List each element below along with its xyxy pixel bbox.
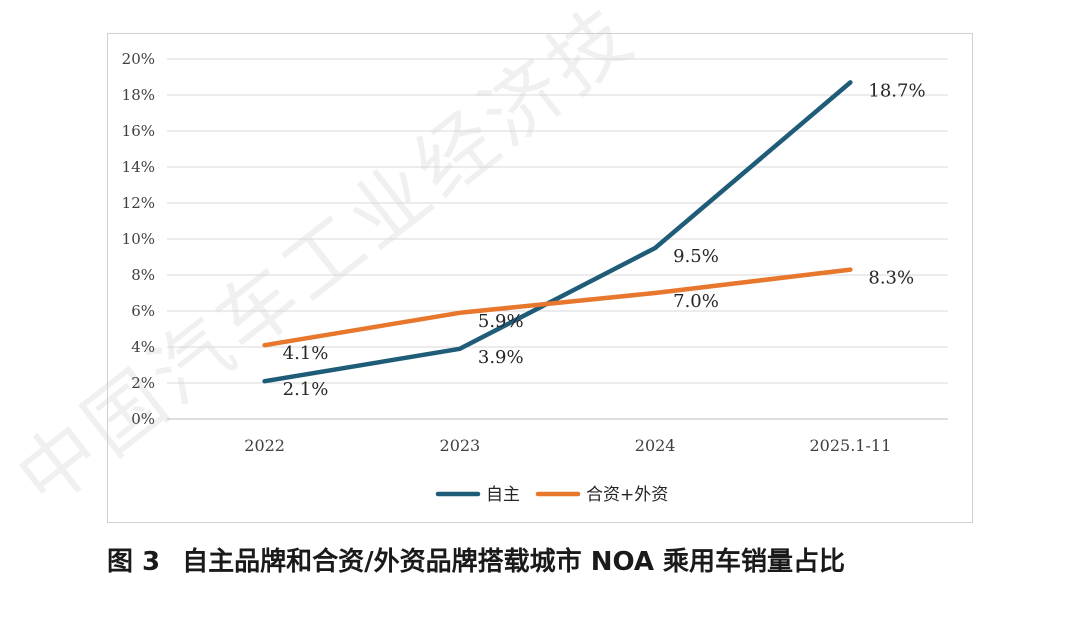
y-tick-label: 10% <box>122 230 155 248</box>
figure-number: 图 3 <box>107 547 161 577</box>
y-tick-label: 18% <box>122 86 155 104</box>
series-point-1 <box>459 312 461 314</box>
series-point-0 <box>459 348 461 350</box>
figure-title: 自主品牌和合资/外资品牌搭载城市 NOA 乘用车销量占比 <box>182 547 846 577</box>
y-tick-label: 12% <box>122 194 155 212</box>
x-tick-label: 2022 <box>244 436 285 455</box>
figure-caption: 图 3 自主品牌和合资/外资品牌搭载城市 NOA 乘用车销量占比 <box>107 541 845 578</box>
data-label: 5.9% <box>478 311 524 332</box>
series-point-1 <box>264 344 266 346</box>
data-label: 2.1% <box>283 379 329 400</box>
y-tick-label: 14% <box>122 158 155 176</box>
chart-frame: 0% 2% 4% 6% 8% 10% 12% 14% 16% 18% 20% 2022 2023 2024… <box>107 33 973 523</box>
data-label: 8.3% <box>868 268 914 289</box>
legend-label: 自主 <box>486 485 520 505</box>
data-label: 4.1% <box>283 343 329 364</box>
series-point-1 <box>849 269 851 271</box>
y-tick-label: 4% <box>131 338 155 356</box>
y-tick-label: 0% <box>131 410 155 428</box>
y-tick-label: 20% <box>122 50 155 68</box>
y-tick-label: 2% <box>131 374 155 392</box>
series-point-0 <box>849 81 851 83</box>
series-point-0 <box>264 380 266 382</box>
data-label: 3.9% <box>478 347 524 368</box>
data-label: 9.5% <box>673 246 719 267</box>
series-line-0 <box>262 80 853 384</box>
y-tick-label: 8% <box>131 266 155 284</box>
x-tick-label: 2024 <box>635 436 676 455</box>
legend-label: 合资+外资 <box>586 485 668 505</box>
x-tick-label: 2023 <box>440 436 481 455</box>
data-label: 18.7% <box>868 80 925 101</box>
data-label: 7.0% <box>673 291 719 312</box>
x-tick-label: 2025.1-11 <box>810 436 892 455</box>
line-chart: 0% 2% 4% 6% 8% 10% 12% 14% 16% 18% 20% 2022 2023 2024… <box>122 50 948 505</box>
y-tick-label: 16% <box>122 122 155 140</box>
series-point-0 <box>654 247 656 249</box>
series-point-1 <box>654 292 656 294</box>
y-tick-label: 6% <box>131 302 155 320</box>
series-line-1 <box>262 267 853 348</box>
